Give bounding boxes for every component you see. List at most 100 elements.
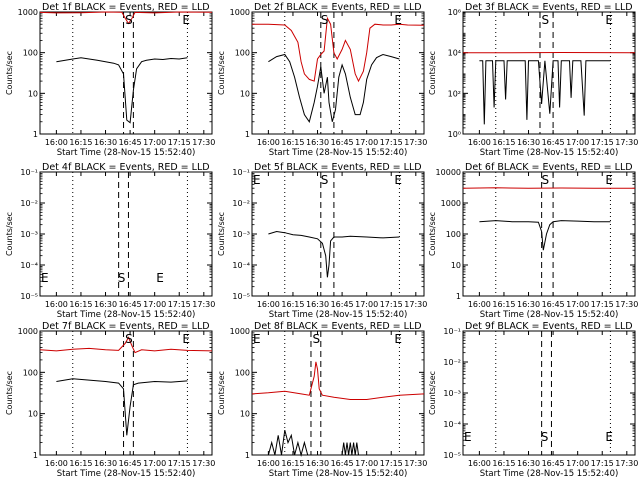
panel-9-xlabel: Start Time (28-Nov-15 15:52:40) [480, 469, 619, 479]
panel-1-marker-E-2: E [182, 13, 190, 27]
panel-6-series-black [479, 220, 611, 251]
panel-9-xtick-label-6: 17:15 [591, 459, 614, 468]
panel-3-xtick-label-4: 16:45 [542, 138, 565, 147]
panel-3-ytick-label-4: 10⁶ [448, 8, 461, 17]
panel-4-frame [39, 171, 213, 297]
panel-1-xtick-label-6: 17:15 [168, 138, 191, 147]
panel-1-xtick-label-7: 17:30 [192, 138, 215, 147]
panel-9-ytick-label-5: 10⁻¹ [443, 327, 461, 336]
panel-4-title: Det 4f BLACK = Events, RED = LLD [42, 162, 210, 173]
panel-5-xtick-label-1: 16:00 [257, 300, 280, 309]
panel-2-xtick-label-7: 17:30 [404, 138, 427, 147]
panel-3-ytick-label-2: 10² [448, 89, 461, 98]
panel-3-marker-S-1: S [542, 13, 550, 27]
panel-7-xtick-label-2: 16:15 [69, 459, 92, 468]
panel-6-xtick-label-3: 16:30 [517, 300, 540, 309]
panel-9-xtick-label-2: 16:15 [492, 459, 515, 468]
panel-7-ytick-label-4: 1000 [18, 327, 38, 336]
panel-5-title: Det 5f BLACK = Events, RED = LLD [254, 162, 422, 173]
panel-2-ylabel: Counts/sec [217, 51, 226, 95]
panel-2-ytick-label-3: 100 [235, 49, 250, 58]
panel-3-ytick-label-3: 10⁴ [448, 49, 461, 58]
panel-8-xtick-label-7: 17:30 [404, 459, 427, 468]
panel-1-ytick-label-1: 1 [33, 130, 38, 139]
panel-1-series-black [56, 57, 188, 124]
panel-8-ytick-label-2: 10 [240, 410, 250, 419]
panel-1-xtick-label-5: 17:00 [143, 138, 166, 147]
panel-8-xtick-label-2: 16:15 [281, 459, 304, 468]
panel-6-xtick-label-4: 16:45 [542, 300, 565, 309]
panel-9-title: Det 9f BLACK = Events, RED = LLD [465, 321, 633, 332]
panel-3-xtick-label-7: 17:30 [615, 138, 638, 147]
panel-2-title: Det 2f BLACK = Events, RED = LLD [254, 2, 422, 13]
panel-3-xlabel: Start Time (28-Nov-15 15:52:40) [480, 148, 619, 158]
panel-6-xtick-label-5: 17:00 [566, 300, 589, 309]
panel-5-xtick-label-5: 17:00 [355, 300, 378, 309]
panel-1-title: Det 1f BLACK = Events, RED = LLD [42, 2, 210, 13]
panel-5-ytick-label-5: 10⁻¹ [232, 168, 250, 177]
panel-7-series-red [39, 336, 213, 354]
panel-5-marker-E-2: E [394, 173, 402, 187]
panel-4-xtick-label-2: 16:15 [69, 300, 92, 309]
panel-7-frame [39, 330, 213, 456]
panel-5-xtick-label-3: 16:30 [306, 300, 329, 309]
panel-3-ytick-label-1: 10⁰ [448, 130, 461, 139]
panel-6-frame [462, 171, 636, 297]
panel-8-xlabel: Start Time (28-Nov-15 15:52:40) [269, 469, 408, 479]
panel-9-marker-E-3: E [464, 430, 472, 444]
panel-5-ytick-label-2: 10⁻⁴ [232, 261, 250, 270]
panel-4-xtick-label-1: 16:00 [45, 300, 68, 309]
panel-5-xtick-label-7: 17:30 [404, 300, 427, 309]
panel-8-series-black [267, 429, 359, 457]
panel-9-xtick-label-4: 16:45 [542, 459, 565, 468]
panel-4-marker-S-1: S [118, 271, 126, 285]
panel-2-ytick-label-1: 1 [245, 130, 250, 139]
panel-2-series-red [252, 16, 425, 83]
panel-7-ytick-label-1: 1 [33, 451, 38, 460]
panel-9-xtick-label-5: 17:00 [566, 459, 589, 468]
panel-7-xtick-label-7: 17:30 [192, 459, 215, 468]
panel-4-xtick-label-5: 17:00 [143, 300, 166, 309]
panel-8-title: Det 8f BLACK = Events, RED = LLD [254, 321, 422, 332]
panel-6: Det 6f BLACK = Events, RED = LLD 16:00 16:… [428, 162, 638, 320]
panel-7-ytick-label-2: 10 [28, 410, 38, 419]
panel-3-title: Det 3f BLACK = Events, RED = LLD [465, 2, 633, 13]
panel-5-xtick-label-2: 16:15 [281, 300, 304, 309]
panel-9-ytick-label-2: 10⁻⁴ [443, 420, 461, 429]
panel-1-xtick-label-4: 16:45 [119, 138, 142, 147]
panel-8-xtick-label-5: 17:00 [355, 459, 378, 468]
panel-7-xtick-label-1: 16:00 [45, 459, 68, 468]
panel-6-title: Det 6f BLACK = Events, RED = LLD [465, 162, 633, 173]
panel-6-xtick-label-1: 16:00 [468, 300, 491, 309]
panel-1-ytick-label-2: 10 [28, 89, 38, 98]
panel-8-ytick-label-3: 100 [235, 368, 250, 377]
panel-7-series-black [56, 378, 188, 436]
panel-2-ytick-label-2: 10 [240, 89, 250, 98]
panel-8-xtick-label-6: 17:15 [380, 459, 403, 468]
panel-4-ylabel: Counts/sec [5, 212, 14, 256]
panel-7-xtick-label-6: 17:15 [168, 459, 191, 468]
panel-2-marker-E-2: E [394, 13, 402, 27]
panel-1-marker-S-1: S [125, 13, 133, 27]
panel-7-title: Det 7f BLACK = Events, RED = LLD [42, 321, 210, 332]
panel-6-ytick-label-1: 1 [456, 292, 461, 301]
panel-5-ylabel: Counts/sec [217, 212, 226, 256]
panel-2-ytick-label-4: 1000 [230, 8, 250, 17]
panel-3-ylabel: Counts/sec [428, 51, 437, 95]
panel-3-xtick-label-1: 16:00 [468, 138, 491, 147]
panel-1-ytick-label-4: 1000 [18, 8, 38, 17]
panel-9-xtick-label-3: 16:30 [517, 459, 540, 468]
panel-6-xtick-label-6: 17:15 [591, 300, 614, 309]
panel-7-xtick-label-4: 16:45 [119, 459, 142, 468]
panel-2-series-black [268, 53, 400, 124]
panel-7-xlabel: Start Time (28-Nov-15 15:52:40) [57, 469, 196, 479]
panel-2-xtick-label-5: 17:00 [355, 138, 378, 147]
panel-5-ytick-label-1: 10⁻⁵ [232, 292, 250, 301]
panel-6-ytick-label-3: 100 [446, 230, 461, 239]
panel-6-ytick-label-5: 10000 [436, 168, 461, 177]
panel-7-ylabel: Counts/sec [5, 371, 14, 415]
panel-4-ytick-label-3: 10⁻³ [20, 230, 38, 239]
panel-1-frame [39, 11, 213, 135]
